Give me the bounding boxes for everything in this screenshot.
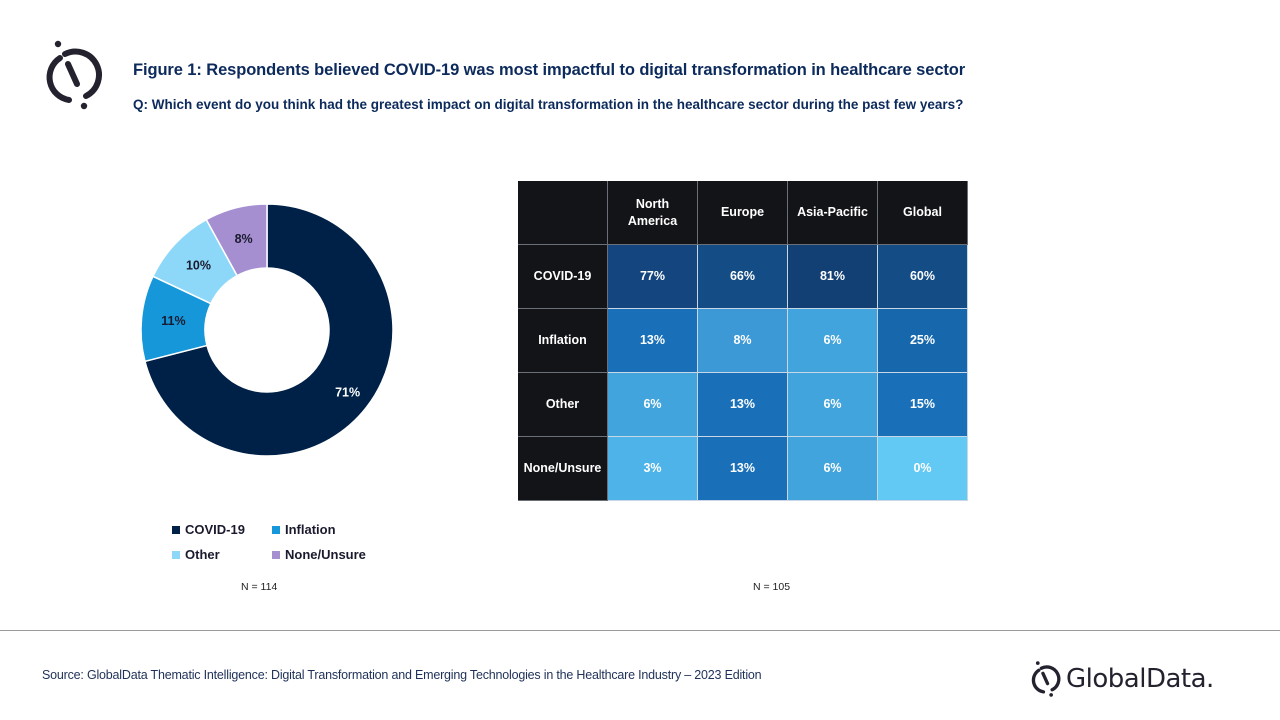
legend-item-covid: COVID-19 [172,522,245,537]
column-header-asia-pacific: Asia-Pacific [788,181,878,245]
column-header-europe: Europe [698,181,788,245]
row-header-inflation: Inflation [518,309,608,373]
legend-swatch [272,550,280,559]
globaldata-logo-icon [1031,661,1061,697]
legend-swatch [272,525,280,534]
region-heatmap-table: North America Europe Asia-Pacific Global… [518,181,970,501]
row-header-other: Other [518,373,608,437]
heatmap-cell: 81% [788,245,878,309]
legend-item-other: Other [172,547,220,562]
column-header-global: Global [878,181,968,245]
heatmap-cell: 6% [608,373,698,437]
legend-label: Other [185,547,220,562]
survey-question: Q: Which event do you think had the grea… [133,97,964,112]
donut-data-label: 8% [235,232,253,246]
legend-swatch [172,550,180,559]
legend-label: None/Unsure [285,547,366,562]
brand-wordmark: GlobalData. [1066,664,1214,694]
heatmap-cell: 0% [878,437,968,501]
footer-divider [0,630,1280,631]
table-corner-cell [518,181,608,245]
heatmap-cell: 25% [878,309,968,373]
sample-size-donut: N = 114 [241,581,278,593]
legend-item-inflation: Inflation [272,522,336,537]
donut-chart: 71% 11% 10% 8% [140,203,394,457]
heatmap-cell: 66% [698,245,788,309]
donut-data-label: 10% [186,259,211,273]
legend-swatch [172,525,180,534]
heatmap-cell: 13% [698,373,788,437]
heatmap-cell: 13% [698,437,788,501]
legend-item-none-unsure: None/Unsure [272,547,366,562]
heatmap-cell: 8% [698,309,788,373]
heatmap-cell: 77% [608,245,698,309]
source-note: Source: GlobalData Thematic Intelligence… [42,668,762,682]
sample-size-table: N = 105 [753,581,791,593]
donut-slice-covid-19 [144,203,394,457]
heatmap-cell: 60% [878,245,968,309]
donut-data-label: 71% [335,386,360,400]
heatmap-cell: 6% [788,373,878,437]
heatmap-cell: 3% [608,437,698,501]
donut-slice-none-unsure [205,203,268,277]
figure-title: Figure 1: Respondents believed COVID-19 … [133,61,966,79]
row-header-none-unsure: None/Unsure [518,437,608,501]
heatmap-cell: 15% [878,373,968,437]
heatmap-cell: 13% [608,309,698,373]
heatmap-cell: 6% [788,309,878,373]
donut-data-label: 11% [161,314,185,328]
row-header-covid: COVID-19 [518,245,608,309]
heatmap-cell: 6% [788,437,878,501]
legend-label: COVID-19 [185,522,245,537]
column-header-north-america: North America [608,181,698,245]
globaldata-logo-icon [46,40,102,110]
globaldata-brand: GlobalData. [1030,660,1214,698]
legend-label: Inflation [285,522,336,537]
